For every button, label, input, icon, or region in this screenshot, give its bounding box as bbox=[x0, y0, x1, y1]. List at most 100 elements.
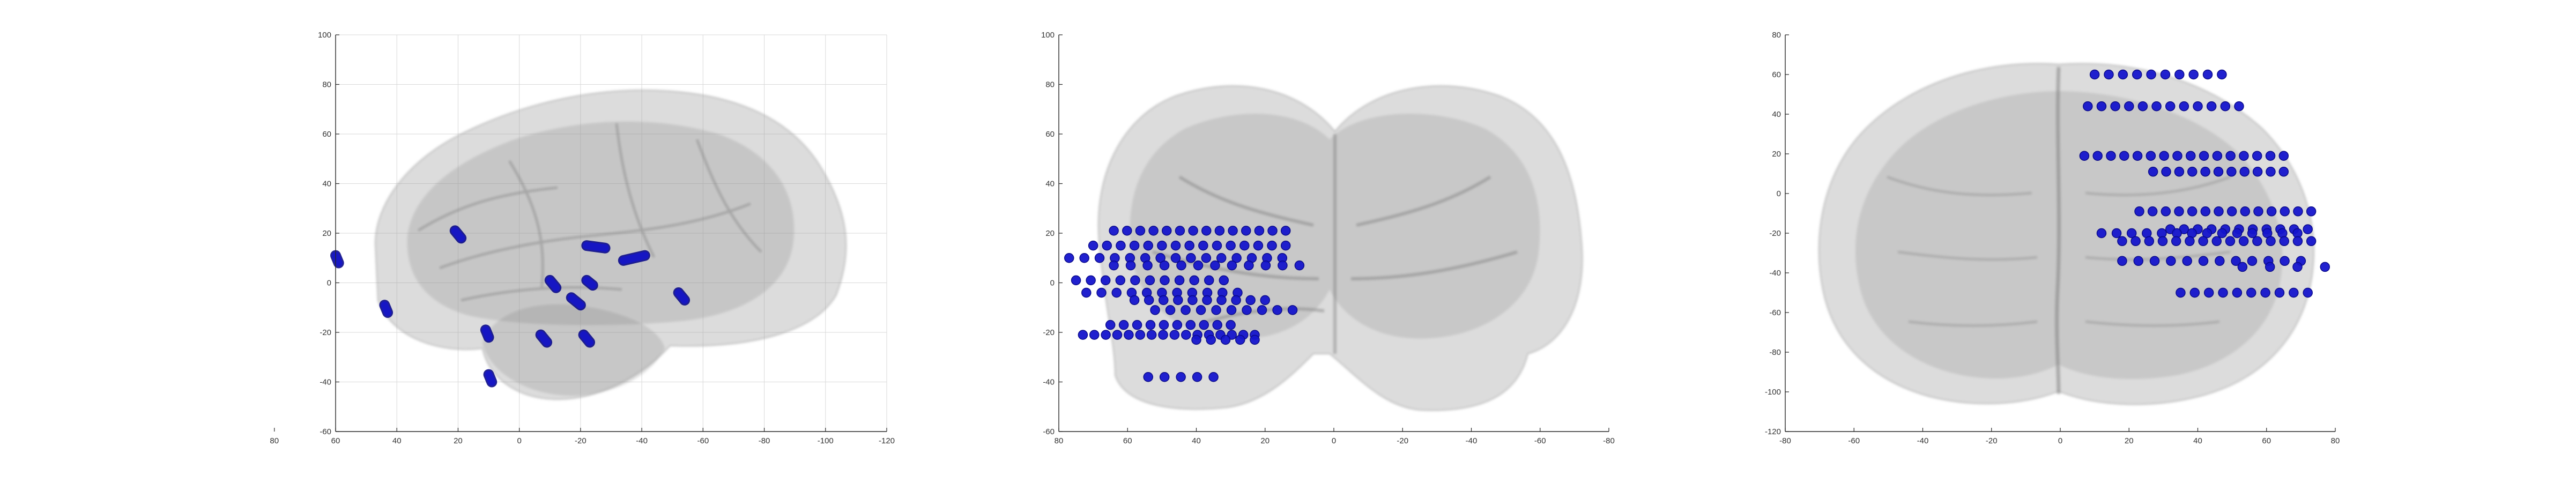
x-tick-label: 20 bbox=[454, 436, 463, 445]
electrode-contact bbox=[1187, 295, 1198, 306]
electrode-contact bbox=[2202, 228, 2213, 239]
y-tick-label: 100 bbox=[318, 31, 331, 40]
electrode-contact bbox=[1241, 226, 1251, 236]
electrode-contact bbox=[1216, 253, 1227, 263]
electrode-contact bbox=[1206, 335, 1216, 345]
electrode-contact bbox=[1208, 372, 1219, 382]
electrode-contact bbox=[1170, 253, 1181, 263]
electrode-contact bbox=[2215, 256, 2225, 266]
electrode-contact bbox=[2278, 167, 2289, 177]
electrode-contact bbox=[2279, 236, 2289, 247]
electrode-contact bbox=[1158, 330, 1168, 340]
x-tick-label: 60 bbox=[2262, 436, 2271, 445]
electrode-contact bbox=[1226, 319, 1236, 330]
electrode-contact bbox=[1150, 305, 1160, 315]
electrode-contact bbox=[2280, 206, 2290, 217]
electrode-contact bbox=[2126, 228, 2137, 239]
x-tick-label: -60 bbox=[697, 436, 709, 445]
electrode-contact bbox=[2240, 206, 2251, 217]
electrode-contact bbox=[1162, 226, 1172, 236]
electrode-contact bbox=[2159, 151, 2169, 161]
electrode-contact bbox=[1109, 226, 1119, 236]
y-tick-label: -20 bbox=[1043, 328, 1055, 337]
electrode-contact bbox=[2148, 167, 2158, 177]
x-tick-label: -40 bbox=[1917, 436, 1929, 445]
electrode-shaft-core bbox=[546, 276, 560, 292]
y-tick-label: 40 bbox=[322, 180, 331, 189]
electrode-contact bbox=[1211, 305, 1221, 315]
electrode-contact bbox=[2185, 236, 2195, 247]
electrode-contact bbox=[1181, 330, 1191, 340]
electrode-contact bbox=[1135, 226, 1146, 236]
electrode-contact bbox=[2200, 206, 2211, 217]
electrode-contact bbox=[1185, 319, 1196, 330]
electrode-contact bbox=[1089, 330, 1100, 340]
axes-coronal: 80 60 40 20 0 -20 -40 -60 -80 -60 -40 -20 0 20 40 60 80 1… bbox=[1041, 31, 1615, 445]
electrode-contact bbox=[2217, 69, 2227, 80]
electrode-contact bbox=[2303, 224, 2313, 234]
electrode-contact bbox=[1125, 260, 1136, 271]
electrode-contact bbox=[2217, 228, 2228, 239]
electrode-contact bbox=[2293, 206, 2303, 217]
electrode-contact bbox=[1191, 335, 1201, 345]
y-tick-label: -40 bbox=[1043, 378, 1055, 387]
electrode-shaft-core bbox=[674, 289, 689, 304]
y-tick-label: 40 bbox=[1772, 110, 1781, 119]
electrode-contact bbox=[1094, 253, 1105, 263]
electrode-shaft-core bbox=[485, 370, 496, 386]
electrode-contact bbox=[2160, 69, 2171, 80]
electrode-contact bbox=[1109, 260, 1119, 271]
electrode-shaft-core bbox=[567, 294, 584, 309]
electrode-contact bbox=[1146, 330, 1157, 340]
x-tick-label: -20 bbox=[575, 436, 587, 445]
y-tick-label: 80 bbox=[322, 80, 331, 90]
electrode-contact bbox=[1122, 226, 1132, 236]
electrode-contact bbox=[1278, 260, 1288, 271]
electrode-contact bbox=[1101, 330, 1111, 340]
electrode-contact bbox=[2189, 287, 2200, 298]
electrode-contact bbox=[2239, 151, 2249, 161]
x-tick-label: 60 bbox=[331, 436, 340, 445]
y-tick-label: -80 bbox=[1769, 348, 1781, 357]
electrode-contact bbox=[2179, 101, 2189, 112]
electrode-contact bbox=[1260, 295, 1270, 306]
electrode-contact bbox=[2104, 69, 2114, 80]
electrode-contact bbox=[1192, 372, 1202, 382]
electrode-contact bbox=[2147, 206, 2158, 217]
electrode-contact bbox=[1267, 226, 1278, 236]
electrode-contact bbox=[1176, 372, 1186, 382]
electrode-contact bbox=[2306, 206, 2317, 217]
y-tick-label: 80 bbox=[1045, 80, 1055, 90]
electrode-contact bbox=[2187, 167, 2198, 177]
electrode-contact bbox=[1231, 295, 1241, 306]
electrode-contact bbox=[1169, 330, 1180, 340]
electrode-contact bbox=[2292, 236, 2303, 247]
electrode-contact bbox=[1118, 319, 1129, 330]
x-tick-label: -80 bbox=[1779, 436, 1791, 445]
electrode-contact bbox=[2226, 167, 2237, 177]
electrode-contact bbox=[2166, 256, 2176, 266]
electrode-contact bbox=[2133, 256, 2143, 266]
electrode-contact bbox=[1210, 260, 1220, 271]
electrode-contact bbox=[2213, 167, 2224, 177]
electrode-contact bbox=[1219, 275, 1229, 286]
electrode-contact bbox=[2303, 287, 2313, 298]
electrode-contact bbox=[2188, 69, 2199, 80]
electrode-contact bbox=[2132, 151, 2143, 161]
electrode-contact bbox=[1227, 260, 1237, 271]
electrode-contact bbox=[1160, 275, 1170, 286]
electrode-contact bbox=[2118, 69, 2128, 80]
electrode-contact bbox=[2089, 69, 2100, 80]
electrode-contact bbox=[1186, 253, 1196, 263]
electrode-contact bbox=[1157, 240, 1167, 251]
electrode-contact bbox=[2239, 167, 2250, 177]
electrode-contact bbox=[1175, 226, 1185, 236]
electrode-contact bbox=[1272, 305, 1282, 315]
electrode-shaft-core bbox=[580, 331, 594, 346]
electrode-contact bbox=[2110, 101, 2120, 112]
electrode-contact bbox=[2280, 256, 2290, 266]
electrode-shaft-core bbox=[481, 326, 493, 341]
electrode-contact bbox=[2260, 287, 2270, 298]
electrode-contact bbox=[1189, 275, 1199, 286]
x-tick-label: 80 bbox=[270, 436, 279, 445]
